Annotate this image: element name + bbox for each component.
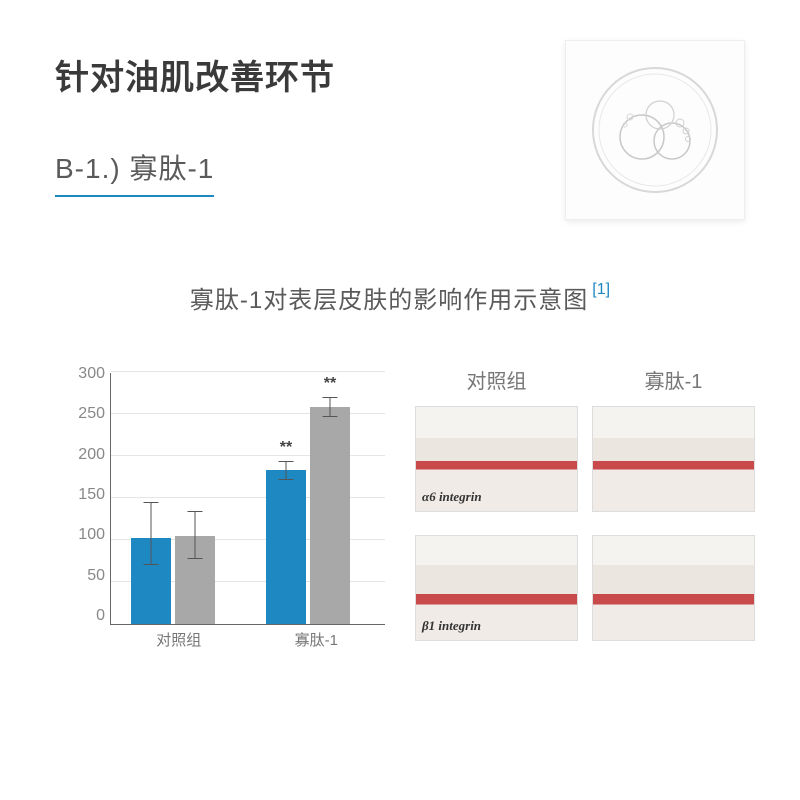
main-title: 针对油肌改善环节 [55, 50, 565, 99]
histology-row-label: β1 integrin [422, 618, 481, 634]
y-tick-label: 150 [78, 486, 105, 504]
section-label: B-1.) 寡肽-1 [55, 147, 214, 197]
histology-col-header: 对照组 [415, 365, 578, 398]
histology-panel [592, 406, 755, 512]
histology-panel: β1 integrin [415, 535, 578, 641]
bar [131, 538, 171, 624]
histology-row-label: α6 integrin [422, 489, 482, 505]
y-tick-label: 250 [78, 405, 105, 423]
significance-marker: ** [280, 439, 292, 457]
chart-caption: 寡肽-1对表层皮肤的影响作用示意图 [190, 280, 588, 315]
y-tick-label: 200 [78, 446, 105, 464]
bar-chart: 300250200150100500 **** 对照组寡肽-1 [55, 365, 385, 655]
x-tick-label: 寡肽-1 [248, 629, 386, 655]
x-tick-label: 对照组 [110, 629, 248, 655]
bar-group [131, 536, 215, 624]
histology-panel: α6 integrin [415, 406, 578, 512]
bar: ** [310, 407, 350, 624]
petri-dish-image [565, 40, 745, 220]
y-tick-label: 50 [87, 567, 105, 585]
citation-ref: [1] [592, 281, 610, 298]
bar-group: **** [266, 407, 350, 624]
y-tick-label: 300 [78, 365, 105, 383]
y-tick-label: 0 [96, 607, 105, 625]
bar: ** [266, 470, 306, 624]
histology-panel [592, 535, 755, 641]
bar [175, 536, 215, 624]
y-tick-label: 100 [78, 526, 105, 544]
histology-grid: 对照组 寡肽-1 α6 integrin β1 integrin [415, 365, 755, 655]
histology-col-header: 寡肽-1 [592, 365, 755, 398]
significance-marker: ** [324, 375, 336, 393]
